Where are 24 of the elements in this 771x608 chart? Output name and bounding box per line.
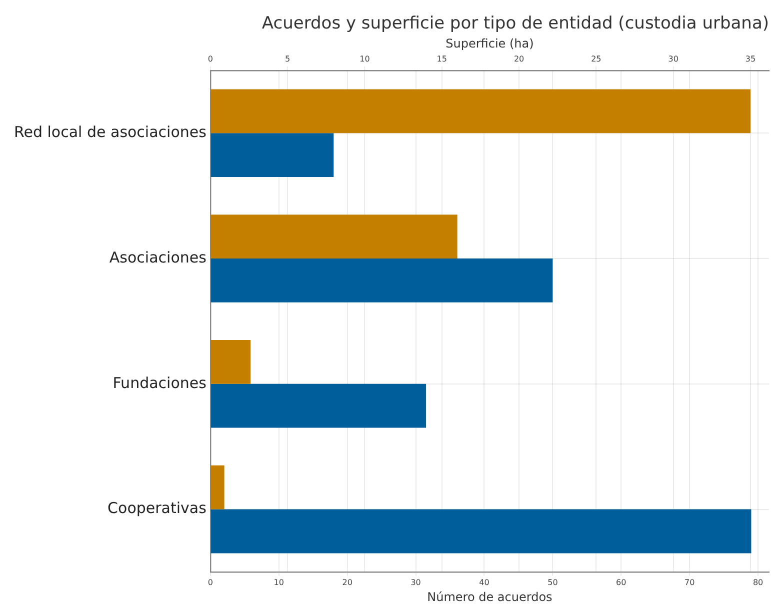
y-tick-label: Fundaciones <box>112 374 207 392</box>
x-tick-label: 0 <box>208 578 213 587</box>
y-tick-label: Asociaciones <box>109 248 207 266</box>
y-tick-label: Red local de asociaciones <box>14 122 207 141</box>
x2-tick-label: 20 <box>514 54 524 64</box>
x2-tick-label: 35 <box>745 54 756 64</box>
x2-axis-title: Superficie (ha) <box>446 36 534 51</box>
x2-tick-label: 15 <box>436 54 447 64</box>
x2-tick-label: 0 <box>208 54 213 64</box>
x2-tick-label: 30 <box>668 54 678 64</box>
x-tick-label: 10 <box>274 578 284 587</box>
x-tick-label: 60 <box>616 578 626 587</box>
x-tick-label: 40 <box>479 578 490 587</box>
x-tick-label: 80 <box>752 578 764 587</box>
x2-tick-label: 10 <box>360 54 370 64</box>
y-tick-label: Cooperativas <box>108 499 207 518</box>
x2-tick-label: 5 <box>285 54 290 64</box>
x-tick-label: 50 <box>548 578 558 587</box>
x-tick-label: 30 <box>410 578 421 587</box>
x-axis-title: Número de acuerdos <box>427 590 552 604</box>
x-tick-label: 70 <box>684 578 695 587</box>
x-tick-label: 20 <box>342 578 352 587</box>
x2-tick-label: 25 <box>591 54 602 64</box>
chart-title: Acuerdos y superficie por tipo de entidad (custodia urbana) <box>262 14 769 34</box>
